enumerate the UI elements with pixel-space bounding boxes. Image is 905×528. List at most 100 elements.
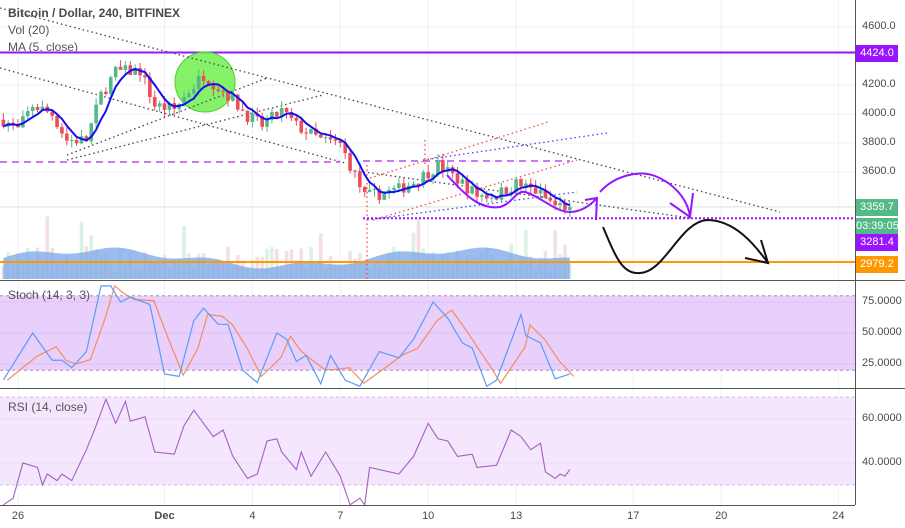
trendline-drawings[interactable] xyxy=(0,7,781,280)
volume-bar xyxy=(553,230,557,279)
volume-bar xyxy=(260,256,264,279)
purple-arrow-head[interactable] xyxy=(584,196,599,221)
trendline-lower-descending[interactable] xyxy=(0,67,346,164)
candle-body xyxy=(265,119,269,127)
black-wave-drawing[interactable] xyxy=(602,218,769,275)
volume-bar xyxy=(255,256,260,279)
candle-body xyxy=(485,195,489,199)
candle-body xyxy=(245,110,250,122)
candle-body xyxy=(201,75,206,82)
candle-body xyxy=(30,106,35,112)
candle-body xyxy=(568,206,572,211)
candle-body xyxy=(538,189,543,194)
date-tick-label: 26 xyxy=(11,510,25,522)
date-tick-label: Dec xyxy=(154,510,175,522)
stoch-title[interactable]: Stoch (14, 3, 3) xyxy=(8,288,91,302)
candle-body xyxy=(563,203,567,211)
candle-body xyxy=(270,111,274,120)
candle-body xyxy=(99,91,103,105)
candle-body xyxy=(348,153,352,171)
red-channel-upper[interactable] xyxy=(369,121,549,179)
highlight-circle-drawing[interactable] xyxy=(174,51,236,113)
candle-body xyxy=(343,142,347,154)
candle-body xyxy=(299,120,304,133)
candle-body xyxy=(426,172,430,179)
candle-body xyxy=(1,119,6,127)
candle-body xyxy=(470,186,474,194)
date-tick-label: 13 xyxy=(509,510,523,522)
candle-body xyxy=(333,139,338,141)
candle-body xyxy=(148,77,152,97)
price-tick-label: 3800.0 xyxy=(862,136,896,148)
price-tag-32814[interactable]: 3281.4 xyxy=(856,234,898,252)
volume-bar xyxy=(182,225,186,279)
candle-body xyxy=(294,118,299,121)
volume-bar xyxy=(416,218,421,279)
candle-body xyxy=(143,75,147,78)
candle-body xyxy=(279,107,284,117)
candle-body xyxy=(167,103,172,110)
black-arrow-head[interactable] xyxy=(744,239,770,265)
candle-body xyxy=(152,96,157,107)
candle-body xyxy=(475,186,479,197)
candle-body xyxy=(250,113,255,122)
volume-legend[interactable]: Vol (20) xyxy=(8,23,50,37)
trendline-lower-descending-2[interactable] xyxy=(349,169,691,219)
candle-body xyxy=(133,67,137,75)
candle-body xyxy=(206,81,211,85)
rsi-title[interactable]: RSI (14, close) xyxy=(8,400,88,414)
candle-body xyxy=(358,171,362,187)
candle-body xyxy=(25,111,30,117)
price-tag-44240[interactable]: 4424.0 xyxy=(856,44,898,62)
candle-body xyxy=(304,132,308,134)
candle-body xyxy=(460,179,465,184)
symbol-title[interactable]: Bitcoin / Dollar, 240, BITFINEX xyxy=(8,6,181,20)
candle-body xyxy=(431,174,435,179)
candle-body xyxy=(411,183,416,186)
price-tag-33597[interactable]: 3359.7 xyxy=(856,198,898,216)
candle-body xyxy=(40,106,45,111)
date-tick-label: 4 xyxy=(249,510,256,522)
blue-channel-lower[interactable] xyxy=(366,191,578,221)
candle-body xyxy=(480,195,484,197)
candle-body xyxy=(84,136,89,142)
candle-body xyxy=(157,103,162,107)
candle-body xyxy=(260,116,264,127)
trendline-upper-descending[interactable] xyxy=(0,7,781,213)
blue-channel-upper[interactable] xyxy=(422,132,608,161)
candle-body xyxy=(489,197,494,199)
candle-body xyxy=(50,111,54,116)
candle-body xyxy=(108,77,113,94)
candle-body xyxy=(192,88,196,94)
rsi-line xyxy=(3,397,571,507)
candle-body xyxy=(113,66,118,78)
freehand-drawings[interactable] xyxy=(446,172,770,275)
candle-body xyxy=(104,91,108,94)
candle-body xyxy=(397,183,401,188)
candle-body xyxy=(441,160,445,172)
ma-legend[interactable]: MA (5, close) xyxy=(8,40,79,54)
date-tick-label: 17 xyxy=(627,510,640,522)
purple-arc-drawing[interactable] xyxy=(599,172,691,218)
price-tick-label: 4000.0 xyxy=(862,107,896,119)
price-tag-033905[interactable]: 03:39:05 xyxy=(856,217,899,235)
purple-arc-arrow-head[interactable] xyxy=(669,192,694,219)
candle-body xyxy=(162,103,167,110)
candle-body xyxy=(367,189,372,192)
date-tick-label: 24 xyxy=(832,510,845,522)
candle-body xyxy=(226,92,230,101)
price-tag-29792[interactable]: 2979.2 xyxy=(856,256,898,274)
stoch-pane xyxy=(0,284,855,388)
rsi-pane xyxy=(0,396,855,507)
ma-line xyxy=(3,67,571,207)
volume-bar xyxy=(79,221,84,279)
volume-bar xyxy=(275,248,279,279)
candle-body xyxy=(499,187,504,200)
purple-wave-drawing[interactable] xyxy=(446,174,598,214)
candle-body xyxy=(494,197,499,200)
stoch-d-line xyxy=(6,284,575,385)
candle-body xyxy=(353,170,357,172)
candle-body xyxy=(553,200,557,206)
candle-body xyxy=(558,203,562,206)
